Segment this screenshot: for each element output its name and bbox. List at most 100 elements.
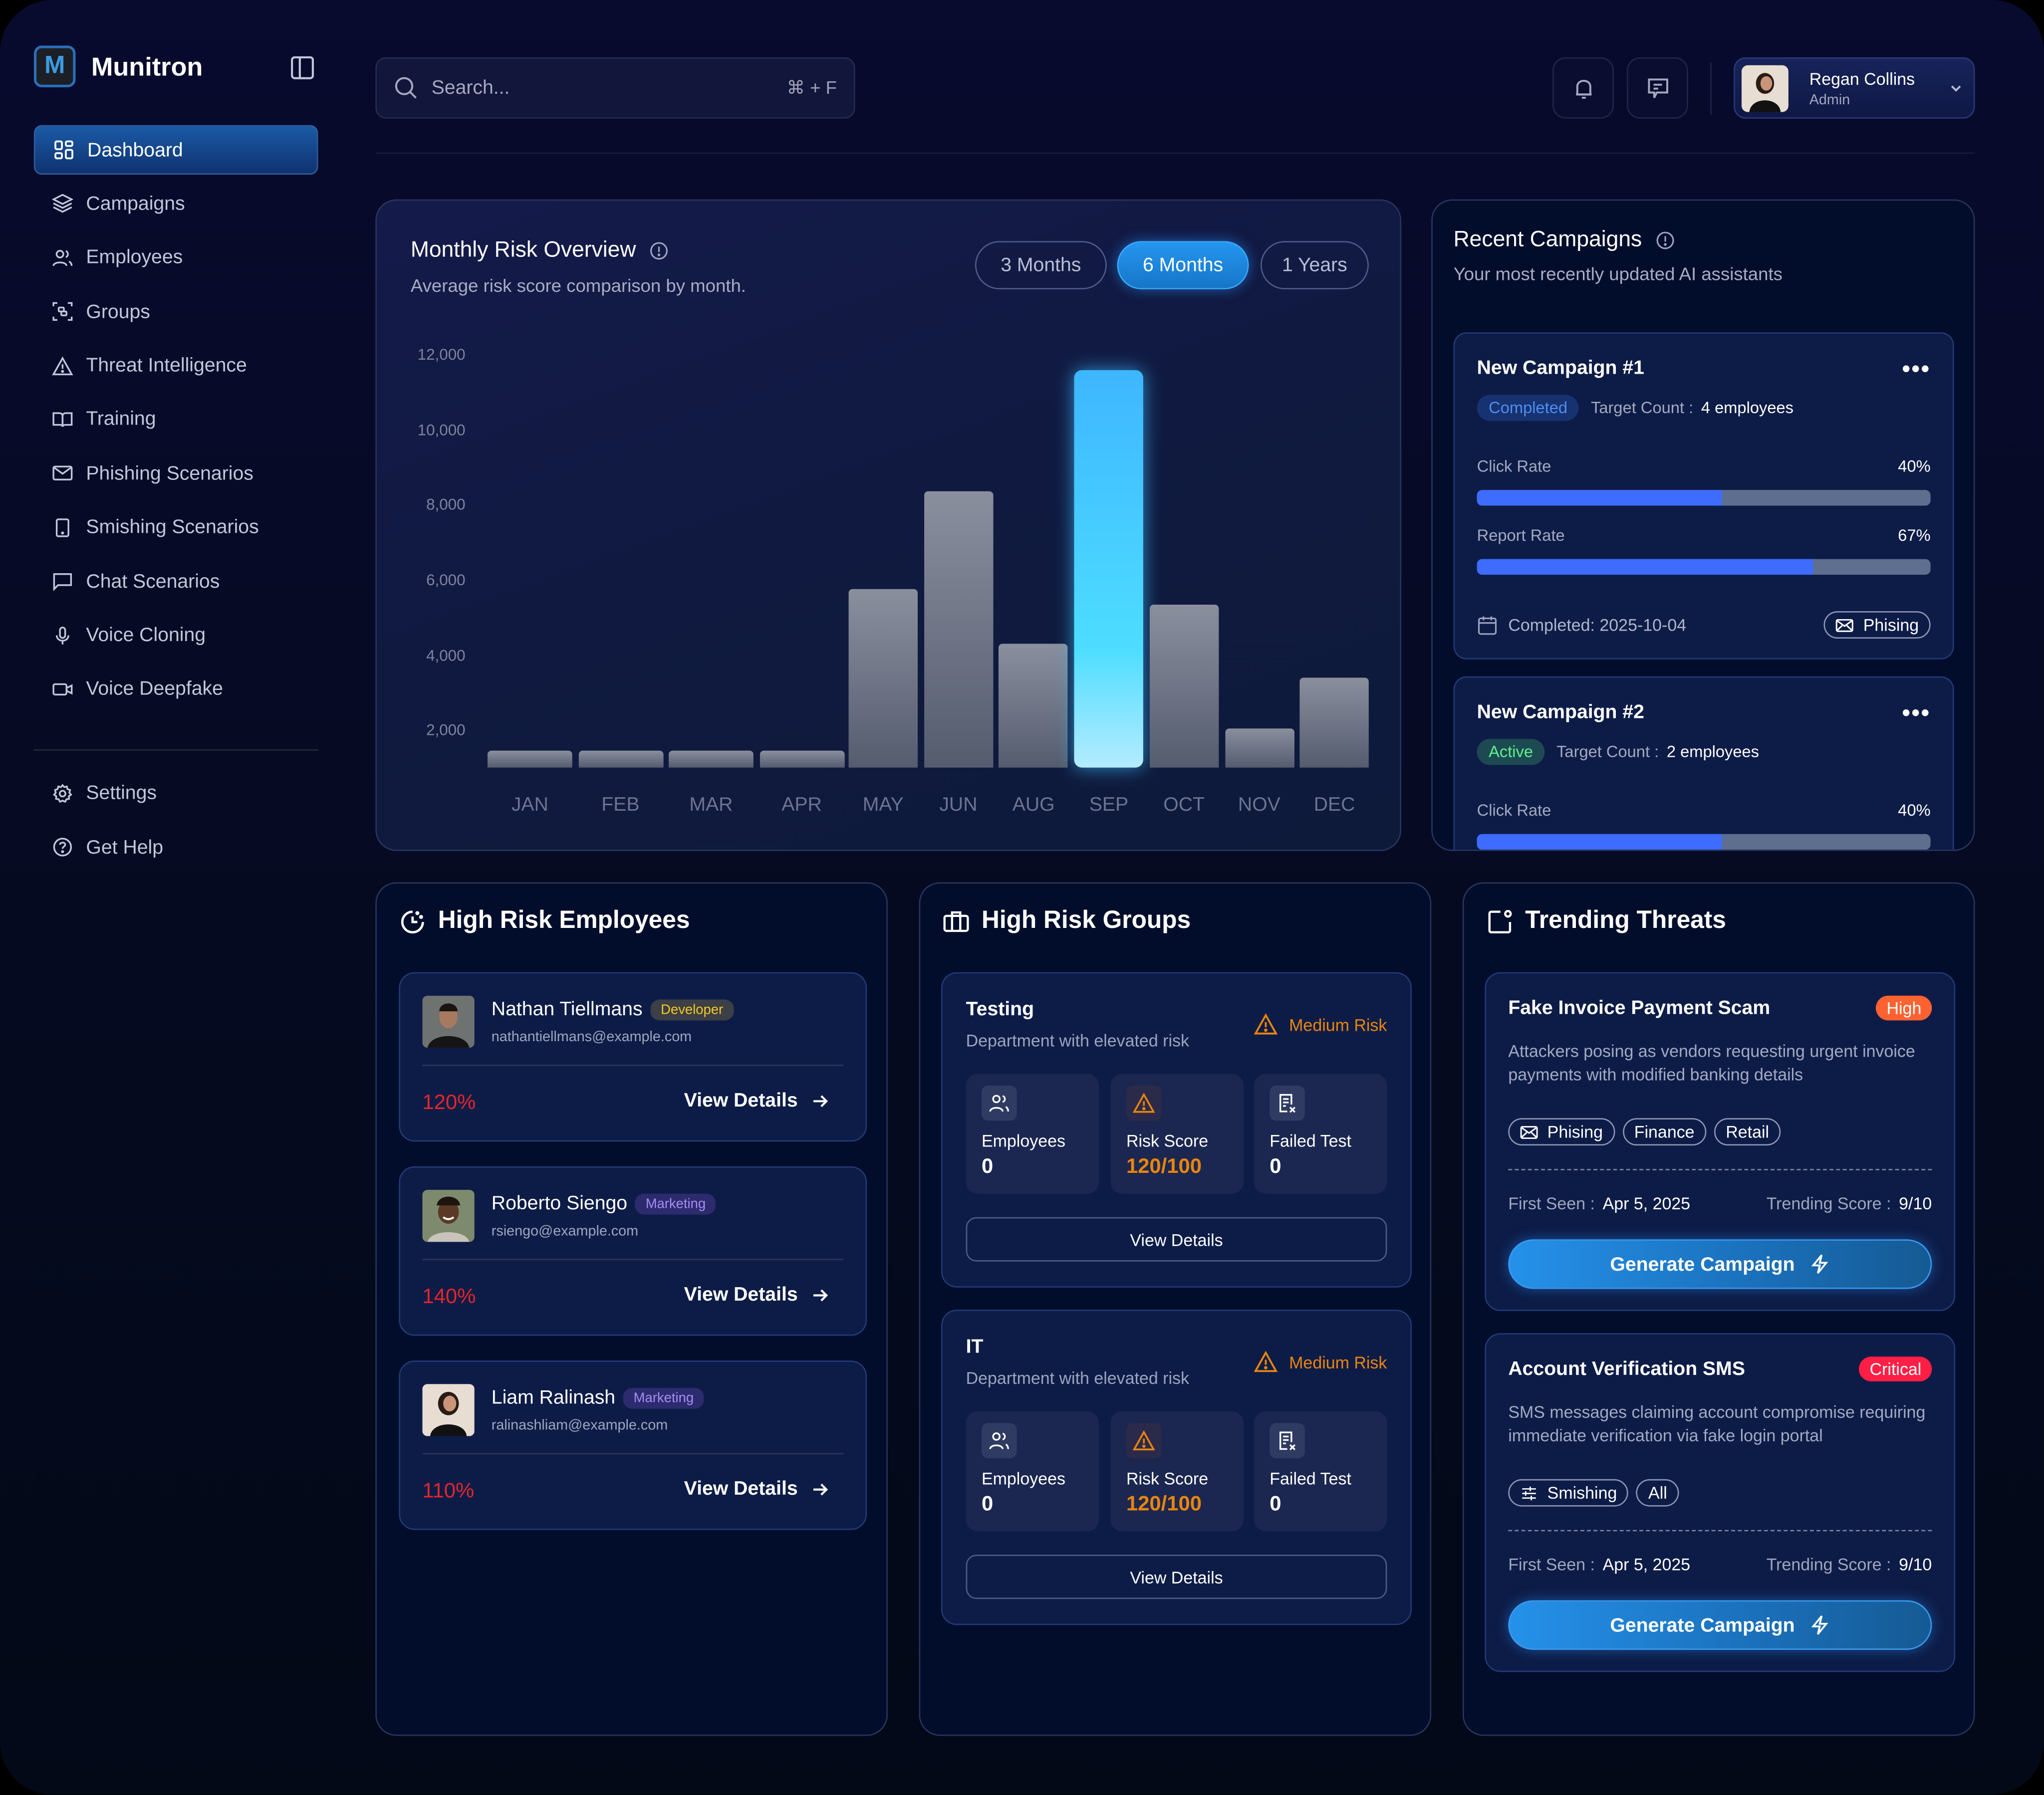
sidebar-item-get-help[interactable]: Get Help (34, 823, 318, 872)
sidebar-item-training[interactable]: Training (34, 395, 318, 444)
generate-campaign-button[interactable]: Generate Campaign (1508, 1600, 1932, 1650)
first-seen-label: First Seen : (1508, 1555, 1595, 1574)
first-seen-value: Apr 5, 2025 (1602, 1555, 1691, 1574)
sidebar-item-voice-cloning[interactable]: Voice Cloning (34, 611, 318, 660)
sidebar-item-label: Campaigns (86, 193, 185, 215)
clock-pie-icon (401, 909, 424, 933)
range-1-year-tab[interactable]: 1 Years (1260, 241, 1369, 289)
arrow-right-icon (813, 1095, 828, 1107)
bar-nov[interactable] (1225, 728, 1294, 768)
chart-title: Monthly Risk Overview (411, 237, 746, 263)
bar-jan[interactable] (487, 750, 572, 768)
warning-triangle-icon (1133, 1093, 1155, 1113)
search-placeholder: Search... (431, 77, 510, 99)
campaign-card[interactable]: New Campaign #1 ••• Completed Target Coun… (1453, 332, 1954, 660)
threat-tag: Retail (1714, 1118, 1781, 1146)
stat-value: 120/100 (1126, 1493, 1202, 1516)
employee-card[interactable]: Liam Ralinash Marketing ralinashliam@exam… (399, 1360, 867, 1530)
employee-card[interactable]: Roberto Siengo Marketing rsiengo@example.… (399, 1166, 867, 1336)
messages-button[interactable] (1627, 57, 1688, 119)
group-description: Department with elevated risk (966, 1368, 1189, 1388)
sidebar-item-smishing-scenarios[interactable]: Smishing Scenarios (34, 503, 318, 552)
range-3-months-tab[interactable]: 3 Months (975, 241, 1107, 289)
sidebar-item-label: Employees (86, 246, 183, 269)
click-rate-value: 40% (1898, 457, 1931, 476)
bar-dec[interactable] (1299, 677, 1369, 768)
sidebar-item-groups[interactable]: Groups (34, 287, 318, 336)
dashboard-grid-icon (54, 140, 73, 160)
bar-may[interactable] (848, 589, 918, 768)
risk-score-stat: Risk Score 120/100 (1110, 1074, 1244, 1194)
threat-card: Account Verification SMS Critical SMS me… (1485, 1333, 1956, 1672)
sidebar-item-campaigns[interactable]: Campaigns (34, 179, 318, 228)
bar-aug[interactable] (999, 644, 1068, 768)
info-icon[interactable] (649, 240, 669, 260)
user-menu[interactable]: Regan Collins Admin (1734, 57, 1975, 119)
failed-document-icon (1279, 1431, 1295, 1451)
more-options-icon[interactable]: ••• (1902, 355, 1931, 382)
first-seen-value: Apr 5, 2025 (1602, 1193, 1691, 1213)
threat-tag-label: Smishing (1547, 1483, 1617, 1503)
high-risk-groups-panel: High Risk Groups Testing Department with… (919, 882, 1432, 1736)
stat-label: Failed Test (1270, 1468, 1351, 1489)
department-badge: Marketing (635, 1193, 717, 1214)
high-risk-employees-panel: High Risk Employees Nathan Tiellmans Deve… (375, 882, 888, 1736)
threat-tag-label: Retail (1726, 1122, 1770, 1142)
bar-sep[interactable] (1074, 369, 1144, 768)
risk-percentage: 120% (422, 1092, 476, 1115)
group-card: Testing Department with elevated risk Me… (941, 972, 1412, 1288)
notifications-button[interactable] (1552, 57, 1614, 119)
sidebar-item-threat-intelligence[interactable]: Threat Intelligence (34, 341, 318, 390)
view-details-link[interactable]: View Details (684, 1090, 829, 1112)
view-details-label: View Details (684, 1478, 798, 1500)
click-rate-progress (1477, 834, 1931, 850)
panel-title-text: Trending Threats (1525, 907, 1726, 934)
sidebar-item-label: Voice Cloning (86, 624, 206, 647)
bar-jun[interactable] (924, 491, 993, 768)
header-divider (375, 152, 1975, 154)
chart-subtitle: Average risk score comparison by month. (410, 275, 746, 296)
search-input[interactable]: Search... ⌘ + F (375, 57, 855, 119)
risk-score-stat: Risk Score 120/100 (1110, 1411, 1244, 1532)
y-axis-tick: 10,000 (417, 420, 466, 439)
campaign-type-tag: Phising (1824, 611, 1931, 639)
mail-icon (1836, 618, 1854, 632)
more-options-icon[interactable]: ••• (1902, 699, 1931, 725)
bar-chart: 2,000 4,000 6,000 8,000 10,000 12,000 JAN FEB MA… (377, 201, 1403, 852)
x-axis-label: NOV (1238, 793, 1280, 816)
sidebar-item-employees[interactable]: Employees (34, 233, 318, 282)
message-icon (1647, 78, 1668, 98)
sidebar-item-label: Phishing Scenarios (86, 462, 254, 485)
first-seen-label: First Seen : (1508, 1193, 1595, 1213)
chevron-down-icon (1951, 85, 1961, 92)
y-axis-tick: 2,000 (426, 720, 466, 739)
range-6-months-tab[interactable]: 6 Months (1117, 241, 1249, 289)
bar-mar[interactable] (669, 750, 754, 768)
divider (422, 1259, 844, 1260)
sidebar-toggle-button[interactable] (289, 55, 315, 81)
app-name: Munitron (91, 53, 203, 82)
view-details-link[interactable]: View Details (684, 1284, 829, 1306)
bar-apr[interactable] (759, 750, 844, 768)
sidebar-item-phishing-scenarios[interactable]: Phishing Scenarios (34, 449, 318, 498)
x-axis-label: MAY (862, 793, 904, 816)
sidebar-item-dashboard[interactable]: Dashboard (33, 125, 318, 175)
employee-email: ralinashliam@example.com (491, 1418, 668, 1434)
bar-oct[interactable] (1149, 604, 1219, 768)
sidebar-item-voice-deepfake[interactable]: Voice Deepfake (34, 665, 318, 714)
employee-card[interactable]: Nathan Tiellmans Developer nathantiellman… (399, 972, 867, 1142)
generate-campaign-button[interactable]: Generate Campaign (1508, 1239, 1932, 1289)
view-details-button[interactable]: View Details (966, 1217, 1387, 1262)
sidebar-item-label: Settings (86, 782, 157, 805)
info-icon[interactable] (1655, 230, 1674, 249)
x-axis-label: OCT (1163, 793, 1205, 816)
logo-letter: M (44, 52, 65, 80)
bar-feb[interactable] (578, 750, 663, 768)
campaign-card[interactable]: New Campaign #2 ••• Active Target Count :… (1453, 676, 1954, 850)
sidebar-item-settings[interactable]: Settings (34, 769, 318, 818)
view-details-link[interactable]: View Details (684, 1478, 829, 1500)
view-details-button[interactable]: View Details (966, 1555, 1387, 1599)
trending-score-label: Trending Score : (1766, 1555, 1891, 1574)
sidebar-item-chat-scenarios[interactable]: Chat Scenarios (34, 557, 318, 606)
stat-label: Risk Score (1126, 1468, 1209, 1489)
